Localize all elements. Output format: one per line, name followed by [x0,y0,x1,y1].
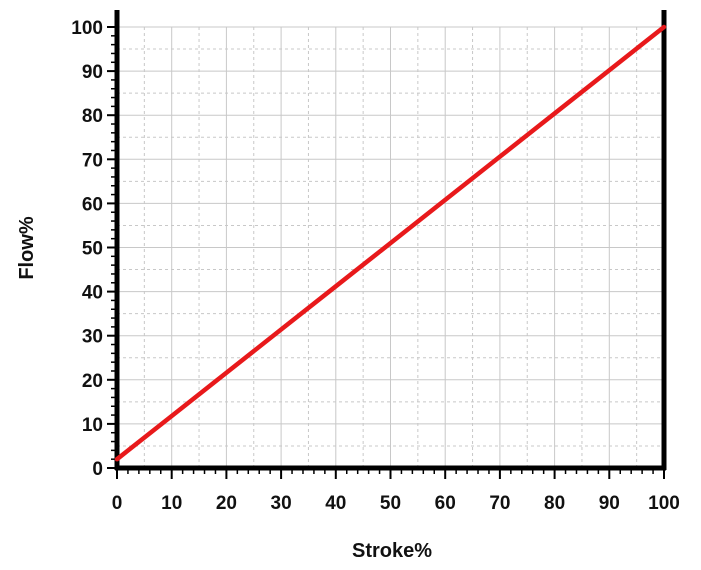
y-tick-label: 60 [82,194,103,215]
x-tick-label: 40 [325,493,346,514]
x-tick-label: 60 [435,493,456,514]
x-tick-label: 50 [380,493,401,514]
x-axis-label: Stroke% [352,540,432,562]
y-tick-label: 90 [82,62,103,83]
x-tick-label: 10 [161,493,182,514]
tick-marks [107,26,665,479]
y-tick-label: 100 [71,18,103,39]
x-tick-label: 100 [648,493,680,514]
y-tick-label: 80 [82,106,103,127]
series-line [114,24,667,462]
grid [116,26,665,469]
x-tick-label: 70 [489,493,510,514]
y-tick-label: 40 [82,283,103,304]
x-tick-label: 20 [216,493,237,514]
y-tick-label: 10 [82,415,103,436]
x-tick-label: 0 [112,493,123,514]
x-tick-label: 80 [544,493,565,514]
y-tick-label: 70 [82,150,103,171]
y-tick-label: 0 [92,459,103,480]
tick-labels: 0 10 20 30 40 50 60 70 80 90 100 0 10 20 30 40 50 60 70 80 9… [71,18,680,514]
x-tick-label: 90 [599,493,620,514]
x-tick-label: 30 [271,493,292,514]
y-axis-label: Flow% [16,216,38,280]
y-tick-label: 30 [82,327,103,348]
y-tick-label: 50 [82,239,103,260]
y-tick-label: 20 [82,371,103,392]
series [114,24,667,462]
